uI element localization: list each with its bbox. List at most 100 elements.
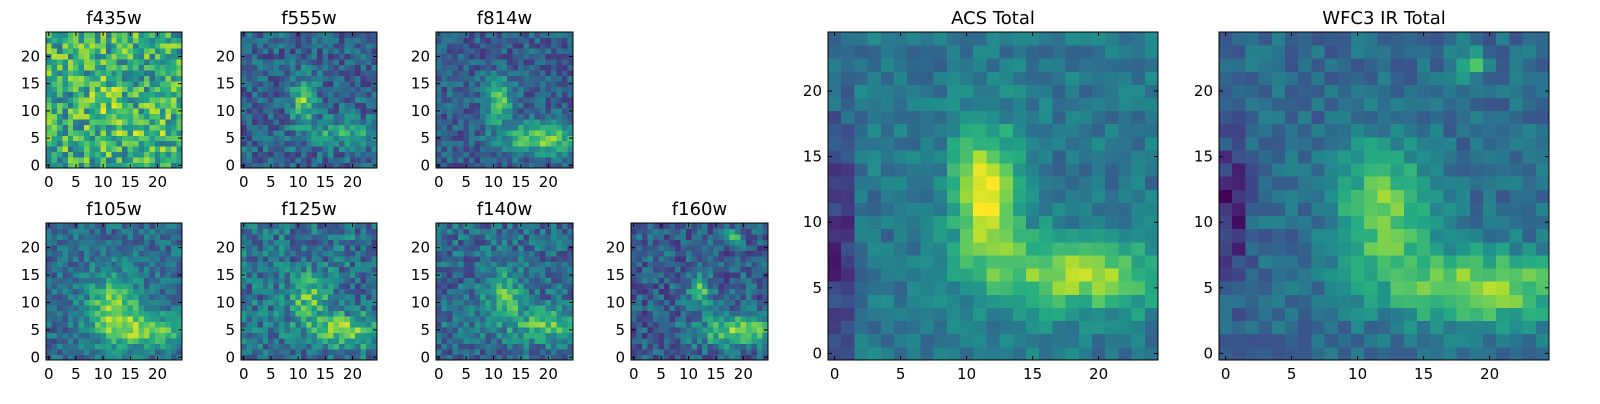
heatmap-cell [117,344,123,350]
heatmap-cell [149,256,155,262]
heatmap-cell [658,267,664,273]
heatmap-cell [507,322,513,328]
heatmap-cell [90,327,96,333]
heatmap-cell [469,283,475,289]
x-tick-label: 15 [316,365,335,383]
heatmap-cell [149,223,155,229]
heatmap-cell [312,130,318,136]
heatmap-cell [128,81,134,87]
heatmap-cell [757,294,763,300]
heatmap-cell [702,349,708,355]
heatmap-cell [653,228,659,234]
heatmap-cell [562,103,568,109]
heatmap-cell [502,267,508,273]
heatmap-cell [246,92,252,98]
heatmap-cell [841,347,855,361]
heatmap-cell [557,86,563,92]
heatmap-cell [841,203,855,217]
heatmap-cell [51,114,57,120]
heatmap-cell [317,245,323,251]
heatmap-cell [447,316,453,322]
heatmap-cell [540,146,546,152]
heatmap-cell [1013,268,1027,282]
heatmap-cell [757,327,763,333]
heatmap-cell [306,86,312,92]
heatmap-cell [90,349,96,355]
heatmap-cell [171,152,177,158]
heatmap-cell [57,135,63,141]
heatmap-cell [474,294,480,300]
heatmap-cell [986,281,1000,295]
heatmap-cell [312,311,318,317]
heatmap-cell [436,305,442,311]
heatmap-cell [68,294,74,300]
heatmap-cell [295,43,301,49]
heatmap-cell [241,146,247,152]
heatmap-cell [328,245,334,251]
heatmap-cell [117,234,123,240]
heatmap-cell [713,283,719,289]
heatmap-cell [496,261,502,267]
heatmap-cell [702,333,708,339]
heatmap-cell [285,97,291,103]
heatmap-cell [268,97,274,103]
heatmap-cell [268,278,274,284]
heatmap-cell [502,59,508,65]
heatmap-cell [122,223,128,229]
heatmap-cell [485,338,491,344]
heatmap-cell [51,135,57,141]
heatmap-cell [285,294,291,300]
heatmap-cell [551,130,557,136]
heatmap-cell [257,135,263,141]
heatmap-cell [1013,189,1027,203]
heatmap-cell [675,234,681,240]
heatmap-cell [724,278,730,284]
heatmap-cell [122,70,128,76]
heatmap-cell [274,300,280,306]
heatmap-cell [133,135,139,141]
heatmap-cell [474,272,480,278]
heatmap-cell [1052,321,1066,335]
heatmap-cell [155,239,161,245]
heatmap-cell [441,76,447,82]
heatmap-cell [155,43,161,49]
heatmap-cell [746,278,752,284]
heatmap-cell [513,333,519,339]
heatmap-cell [246,294,252,300]
heatmap-cell [535,322,541,328]
heatmap-cell [934,163,948,177]
heatmap-cell [171,294,177,300]
heatmap-cell [1000,308,1014,322]
heatmap-cell [474,327,480,333]
heatmap-cell [529,272,535,278]
heatmap-cell [138,97,144,103]
heatmap-cell [160,43,166,49]
heatmap-cell [841,163,855,177]
heatmap-cell [46,311,52,317]
heatmap-cell [518,43,524,49]
heatmap-cell [128,103,134,109]
heatmap-cell [106,86,112,92]
heatmap-cell [166,141,172,147]
heatmap-cell [491,59,497,65]
heatmap-cell [111,305,117,311]
heatmap-cell [51,239,57,245]
heatmap-cell [366,327,372,333]
heatmap-cell [62,114,68,120]
heatmap-cell [647,305,653,311]
heatmap-cell [894,189,908,203]
heatmap-cell [894,176,908,190]
heatmap-cell [122,349,128,355]
heatmap-cell [100,338,106,344]
heatmap-cell [100,289,106,295]
heatmap-cell [757,333,763,339]
heatmap-cell [144,43,150,49]
heatmap-cell [263,223,269,229]
heatmap-cell [881,163,895,177]
heatmap-cell [557,278,563,284]
heatmap-cell [312,316,318,322]
heatmap-cell [452,322,458,328]
heatmap-cell [907,294,921,308]
heatmap-cell [285,223,291,229]
heatmap-cell [57,234,63,240]
